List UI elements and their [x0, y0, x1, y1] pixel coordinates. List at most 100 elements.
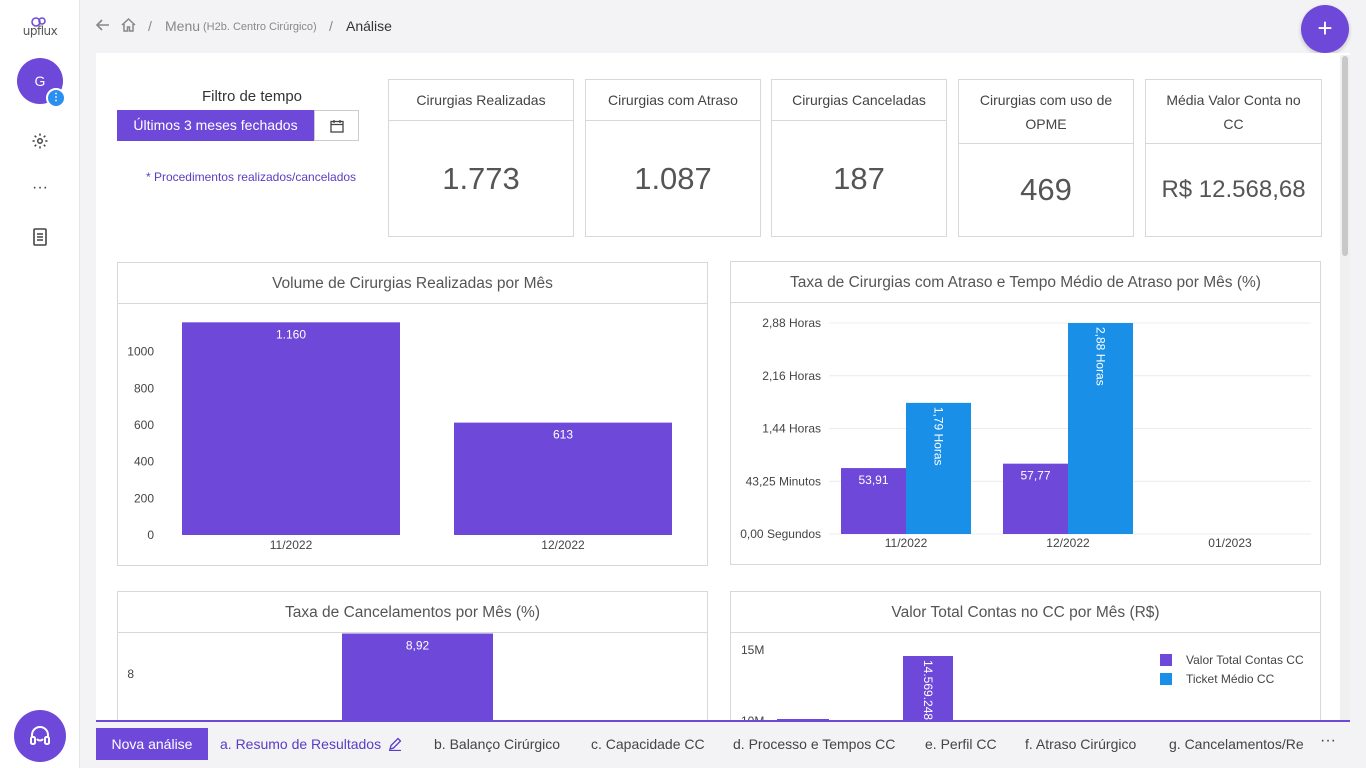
- scrollbar-track[interactable]: [1340, 55, 1350, 720]
- tab-cancelamentos[interactable]: g. Cancelamentos/Re: [1169, 736, 1304, 752]
- tabs-more-button[interactable]: ···: [1320, 732, 1336, 749]
- kpi-value: 1.773: [442, 160, 520, 196]
- bar-data-label: 613: [553, 428, 573, 442]
- avatar-menu-icon[interactable]: ⋮: [46, 88, 66, 108]
- chart-volume: 0 200 400 600 800 1000 1.160 11/2022 613 12/2022: [127, 322, 672, 552]
- y-tick-label: 200: [134, 491, 154, 505]
- legend-label: Ticket Médio CC: [1186, 672, 1275, 686]
- filter-note: * Procedimentos realizados/cancelados: [145, 170, 357, 184]
- breadcrumb-separator: /: [148, 18, 152, 34]
- kpi-title: Média Valor Conta no CC: [1146, 80, 1321, 144]
- top-bar: [80, 0, 1366, 52]
- kpi-value: 469: [1020, 172, 1072, 207]
- headset-icon: [30, 726, 50, 745]
- gear-icon[interactable]: [28, 129, 52, 153]
- chart-valor: 15M 10M 14.569.248 Valor Total Contas CC Tic…: [741, 643, 1304, 721]
- kpi-card-atraso: Cirurgias com Atraso 1.087: [585, 79, 761, 237]
- chart-cancelamentos-panel: Taxa de Cancelamentos por Mês (%) 686,42…: [117, 591, 708, 721]
- kpi-value: 187: [833, 160, 885, 196]
- y-tick-label: 600: [134, 418, 154, 432]
- y-tick-label: 10M: [741, 714, 764, 721]
- bar-data-label: 14.569.248: [921, 660, 935, 720]
- bar-data-label: 53,91: [858, 473, 888, 487]
- time-filter-button[interactable]: Últimos 3 meses fechados: [117, 110, 314, 141]
- breadcrumb-separator: /: [329, 18, 333, 34]
- chart-title: Taxa de Cancelamentos por Mês (%): [118, 592, 707, 633]
- breadcrumb-menu-sub[interactable]: (H2b. Centro Cirúrgico): [203, 21, 317, 33]
- kpi-card-media-valor: Média Valor Conta no CC R$ 12.568,68: [1145, 79, 1322, 237]
- edit-icon[interactable]: [388, 737, 402, 756]
- kpi-value: R$ 12.568,68: [1161, 176, 1306, 203]
- breadcrumb-current: Análise: [346, 18, 392, 34]
- y-tick-label: 0,00 Segundos: [740, 527, 821, 541]
- y-tick-label: 1,44 Horas: [762, 422, 821, 436]
- chart-atraso-panel: Taxa de Cirurgias com Atraso e Tempo Méd…: [730, 261, 1321, 565]
- kpi-title: Cirurgias com uso de OPME: [959, 80, 1133, 144]
- document-icon[interactable]: [28, 225, 52, 249]
- chart-valor-panel: Valor Total Contas no CC por Mês (R$) 15…: [730, 591, 1321, 721]
- ellipsis-icon[interactable]: ···: [32, 179, 48, 196]
- breadcrumb-menu[interactable]: Menu: [165, 18, 201, 34]
- add-button[interactable]: +: [1301, 5, 1349, 53]
- y-tick-label: 0: [147, 528, 154, 542]
- legend-label: Valor Total Contas CC: [1186, 653, 1304, 667]
- kpi-title: Cirurgias com Atraso: [586, 80, 760, 121]
- bar: [454, 422, 672, 535]
- y-tick-label: 400: [134, 455, 154, 469]
- app-logo[interactable]: upflux: [18, 16, 62, 40]
- chart-title: Valor Total Contas no CC por Mês (R$): [731, 592, 1320, 633]
- y-tick-label: 8: [127, 667, 134, 681]
- chart-title: Taxa de Cirurgias com Atraso e Tempo Méd…: [731, 262, 1320, 303]
- chart-volume-panel: Volume de Cirurgias Realizadas por Mês 0…: [117, 262, 708, 566]
- tab-perfil-cc[interactable]: e. Perfil CC: [925, 736, 997, 752]
- tab-processo-tempos[interactable]: d. Processo e Tempos CC: [733, 736, 896, 752]
- x-tick-label: 12/2022: [541, 538, 585, 552]
- kpi-card-canceladas: Cirurgias Canceladas 187: [771, 79, 947, 237]
- y-tick-label: 43,25 Minutos: [746, 474, 821, 488]
- bar-data-label: 1,79 Horas: [932, 407, 946, 466]
- new-analysis-button[interactable]: Nova análise: [96, 728, 208, 760]
- bar-data-label: 8,92: [406, 639, 430, 653]
- support-button[interactable]: [14, 710, 66, 762]
- bar-data-label: 57,77: [1020, 469, 1050, 483]
- x-tick-label: 11/2022: [885, 536, 928, 550]
- kpi-value: 1.087: [634, 160, 712, 196]
- x-tick-label: 11/2022: [270, 538, 313, 552]
- scrollbar-thumb[interactable]: [1342, 56, 1348, 256]
- calendar-icon: [329, 119, 344, 133]
- x-tick-label: 01/2023: [1208, 536, 1252, 550]
- tab-capacidade-cc[interactable]: c. Capacidade CC: [591, 736, 705, 752]
- y-tick-label: 1000: [127, 345, 154, 359]
- calendar-button[interactable]: [314, 110, 359, 141]
- y-tick-label: 800: [134, 381, 154, 395]
- bar-data-label: 2,88 Horas: [1094, 327, 1108, 386]
- tab-balanco-cirurgico[interactable]: b. Balanço Cirúrgico: [434, 736, 561, 752]
- back-arrow-icon[interactable]: [95, 17, 111, 38]
- chart-cancelamentos: 686,428,92: [127, 633, 493, 720]
- kpi-title: Cirurgias Realizadas: [389, 80, 573, 121]
- bar: [841, 468, 906, 534]
- bar: [903, 656, 953, 720]
- legend-swatch: [1160, 673, 1172, 685]
- bar: [1068, 323, 1133, 534]
- bar: [342, 633, 493, 720]
- bar: [906, 402, 971, 534]
- kpi-card-realizadas: Cirurgias Realizadas 1.773: [388, 79, 574, 237]
- tab-resumo-resultados[interactable]: a. Resumo de Resultados: [220, 736, 382, 752]
- home-icon[interactable]: [120, 17, 137, 38]
- y-tick-label: 2,88 Horas: [762, 316, 821, 330]
- chart-title: Volume de Cirurgias Realizadas por Mês: [118, 263, 707, 304]
- logo-icon: [31, 17, 46, 27]
- tab-bar: [96, 720, 1350, 768]
- y-tick-label: 2,16 Horas: [762, 369, 821, 383]
- legend-swatch: [1160, 654, 1172, 666]
- tab-atraso-cirurgico[interactable]: f. Atraso Cirúrgico: [1025, 736, 1137, 752]
- bar: [1003, 463, 1068, 534]
- y-tick-label: 15M: [741, 643, 764, 657]
- x-tick-label: 12/2022: [1046, 536, 1090, 550]
- filter-title: Filtro de tempo: [201, 88, 303, 105]
- kpi-card-opme: Cirurgias com uso de OPME 469: [958, 79, 1134, 237]
- bar: [182, 322, 400, 535]
- sidebar: upflux G ⋮ ···: [0, 0, 80, 768]
- chart-atraso: 0,00 Segundos 43,25 Minutos 1,44 Horas 2,16…: [740, 316, 1311, 550]
